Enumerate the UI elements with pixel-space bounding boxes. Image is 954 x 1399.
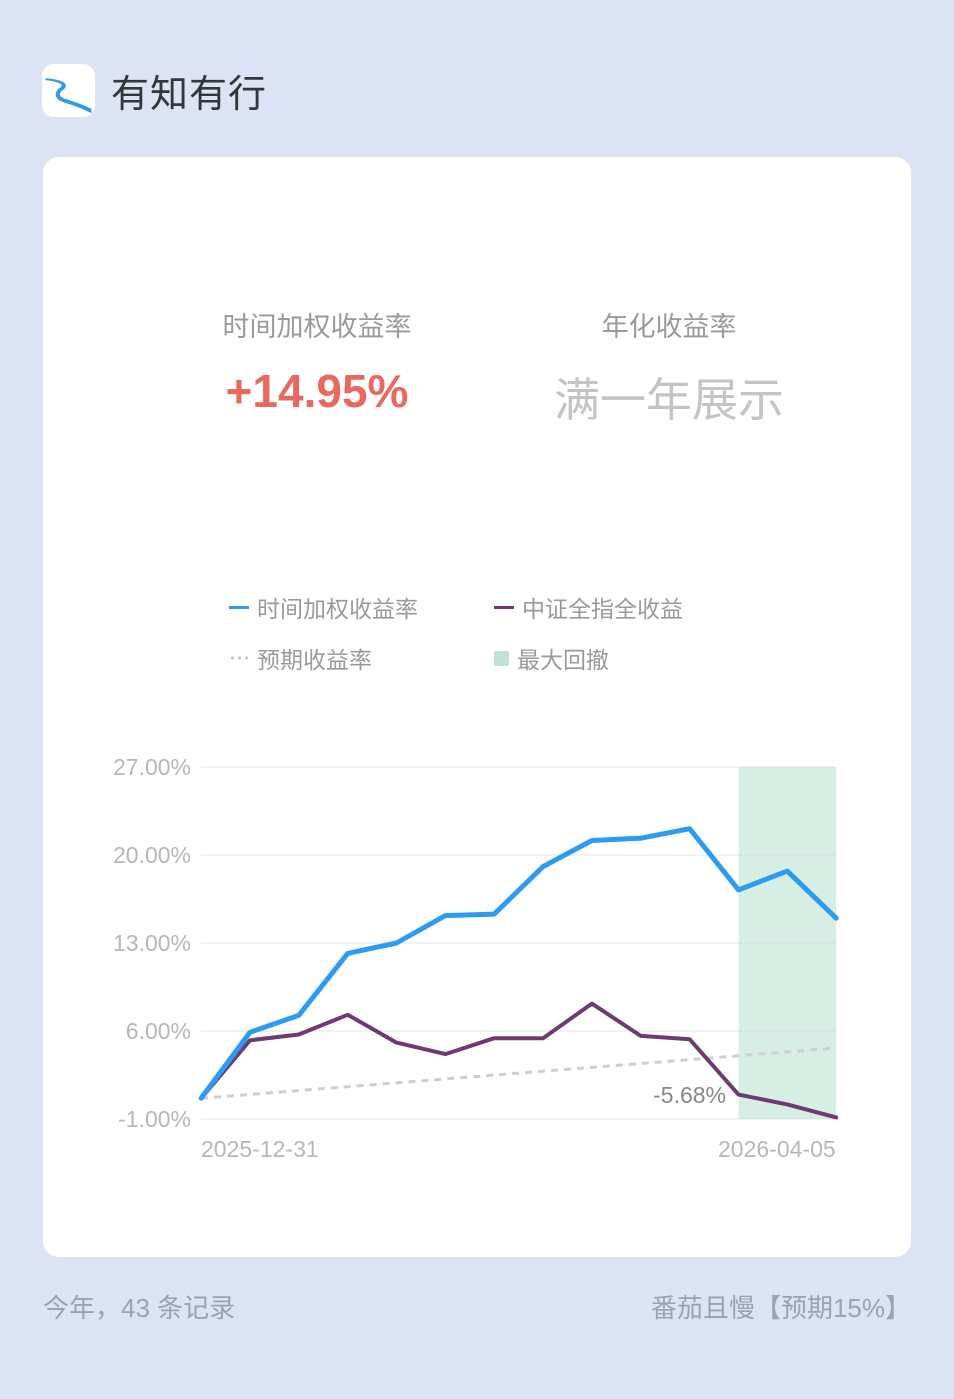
svg-text:-1.00%: -1.00% <box>118 1106 191 1132</box>
svg-text:13.00%: 13.00% <box>113 930 191 956</box>
svg-text:2025-12-31: 2025-12-31 <box>201 1136 319 1162</box>
svg-text:20.00%: 20.00% <box>113 842 191 868</box>
svg-text:27.00%: 27.00% <box>113 754 191 780</box>
svg-text:-5.68%: -5.68% <box>653 1082 726 1108</box>
svg-text:2026-04-05: 2026-04-05 <box>718 1136 836 1162</box>
svg-text:6.00%: 6.00% <box>126 1018 191 1044</box>
